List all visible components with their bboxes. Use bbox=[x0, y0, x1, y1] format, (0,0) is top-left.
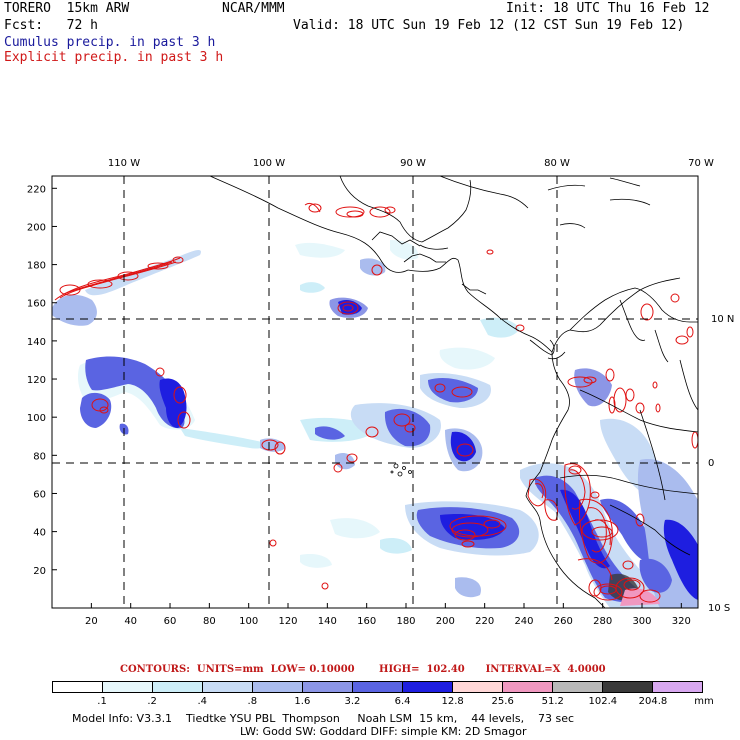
color-bar-segment bbox=[253, 682, 303, 692]
model-info-line1: Model Info: V3.3.1 Tiedtke YSU PBL Thomp… bbox=[72, 712, 575, 725]
color-bar-unit: mm bbox=[694, 696, 714, 707]
forecast-hour: Fcst: 72 h bbox=[4, 18, 98, 33]
x-tick-label: 180 bbox=[396, 616, 415, 627]
color-bar-segment bbox=[603, 682, 653, 692]
color-bar-label: 102.4 bbox=[588, 696, 618, 707]
x-tick-label: 280 bbox=[593, 616, 612, 627]
color-bar-label: 6.4 bbox=[394, 696, 411, 707]
color-bar-segment bbox=[403, 682, 453, 692]
model-info-line2: LW: Godd SW: Goddard DIFF: simple KM: 2D… bbox=[240, 725, 527, 738]
x-tick-label: 20 bbox=[85, 616, 98, 627]
y-tick-label: 100 bbox=[27, 413, 46, 424]
color-bar-label: 1.6 bbox=[294, 696, 311, 707]
color-bar-label: .4 bbox=[197, 696, 207, 707]
cumulus-precip-areas bbox=[52, 240, 698, 608]
y-tick-label: 60 bbox=[33, 489, 46, 500]
contours-info: CONTOURS: UNITS=mm LOW= 0.10000 HIGH= 10… bbox=[120, 664, 606, 675]
lat-lon-grid bbox=[52, 176, 698, 608]
x-tick-label: 300 bbox=[632, 616, 651, 627]
y-tick-label: 180 bbox=[27, 261, 46, 272]
color-bar-segment bbox=[153, 682, 203, 692]
y-tick-label: 160 bbox=[27, 299, 46, 310]
x-tick-label: 100 bbox=[239, 616, 258, 627]
model-title: TORERO 15km ARW bbox=[4, 1, 130, 16]
color-bar-segment bbox=[453, 682, 503, 692]
x-tick-label: 80 bbox=[203, 616, 216, 627]
color-bar-segment bbox=[553, 682, 603, 692]
x-tick-label: 140 bbox=[318, 616, 337, 627]
color-bar bbox=[52, 681, 703, 693]
x-tick-labels: 20 40 60 80 100 120 140 160 180 200 220 240 260 280 30… bbox=[85, 616, 691, 627]
y-tick-labels: 220 200 180 160 140 120 100 80 60 40 20 bbox=[27, 184, 46, 576]
map-frame bbox=[51, 175, 699, 609]
x-tick-label: 200 bbox=[436, 616, 455, 627]
color-bar-segment bbox=[203, 682, 253, 692]
color-bar-label: .8 bbox=[247, 696, 258, 707]
color-bar-label: 3.2 bbox=[344, 696, 361, 707]
valid-time: Valid: 18 UTC Sun 19 Feb 12 (12 CST Sun … bbox=[293, 18, 685, 33]
lon-label: 110 W bbox=[108, 158, 140, 169]
x-tick-label: 320 bbox=[672, 616, 691, 627]
lat-label: 0 bbox=[708, 458, 714, 469]
color-bar-segment bbox=[653, 682, 702, 692]
color-bar-segment bbox=[103, 682, 153, 692]
x-tick-label: 40 bbox=[124, 616, 137, 627]
org-label: NCAR/MMM bbox=[222, 1, 285, 16]
color-bar-label: 51.2 bbox=[541, 696, 564, 707]
y-tick-label: 40 bbox=[33, 528, 46, 539]
color-bar-segment bbox=[503, 682, 553, 692]
y-tick-label: 20 bbox=[33, 566, 46, 577]
init-time: Init: 18 UTC Thu 16 Feb 12 bbox=[506, 1, 710, 16]
x-tick-label: 240 bbox=[514, 616, 533, 627]
y-tick-label: 80 bbox=[33, 451, 46, 462]
color-bar-segment bbox=[303, 682, 353, 692]
color-bar-label: 25.6 bbox=[491, 696, 514, 707]
x-tick-label: 60 bbox=[164, 616, 177, 627]
lon-labels: 110 W 100 W 90 W 80 W 70 W bbox=[108, 158, 714, 169]
color-bar-segment bbox=[53, 682, 103, 692]
legend-explicit: Explicit precip. in past 3 h bbox=[4, 50, 224, 65]
color-bar-label: 12.8 bbox=[441, 696, 464, 707]
color-bar-label: .1 bbox=[97, 696, 107, 707]
coastlines bbox=[209, 175, 699, 609]
axis-ticks bbox=[52, 187, 682, 608]
y-tick-label: 140 bbox=[27, 337, 46, 348]
y-tick-label: 120 bbox=[27, 375, 46, 386]
lon-label: 100 W bbox=[253, 158, 285, 169]
x-tick-label: 120 bbox=[278, 616, 297, 627]
x-tick-label: 260 bbox=[554, 616, 573, 627]
lat-label: 10 N bbox=[711, 314, 734, 325]
lon-label: 80 W bbox=[544, 158, 570, 169]
color-bar-label: .2 bbox=[147, 696, 157, 707]
y-tick-label: 200 bbox=[27, 222, 46, 233]
x-tick-label: 160 bbox=[357, 616, 376, 627]
legend-cumulus: Cumulus precip. in past 3 h bbox=[4, 35, 216, 50]
color-bar-segment bbox=[353, 682, 403, 692]
x-tick-label: 220 bbox=[475, 616, 494, 627]
lon-label: 90 W bbox=[400, 158, 426, 169]
color-bar-label: 204.8 bbox=[638, 696, 668, 707]
y-tick-label: 220 bbox=[27, 184, 46, 195]
explicit-precip-contours bbox=[54, 202, 699, 603]
lat-labels: 10 N 0 10 S bbox=[708, 314, 734, 614]
lat-label: 10 S bbox=[708, 603, 730, 614]
lon-label: 70 W bbox=[688, 158, 714, 169]
